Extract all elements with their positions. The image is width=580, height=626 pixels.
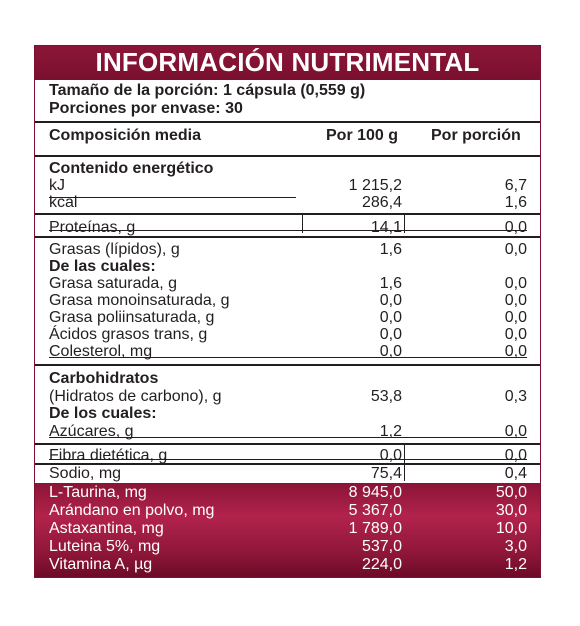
row-label: Proteínas, g — [49, 219, 136, 236]
row-label: kcal — [49, 194, 78, 211]
value-per-portion: 50,0 — [495, 484, 527, 501]
value-per-portion: 1,6 — [504, 194, 527, 211]
divider — [34, 236, 541, 238]
value-per-100g: 1 215,2 — [348, 177, 402, 194]
column-header-composition: Composición media — [49, 127, 202, 144]
value-per-portion: 0,3 — [504, 388, 527, 405]
value-per-portion: 0,0 — [504, 326, 527, 343]
table-row: Luteina 5%, mg 537,0 3,0 — [49, 538, 527, 556]
row-label: kJ — [49, 177, 65, 194]
divider — [34, 443, 541, 445]
divider — [34, 155, 541, 157]
table-row: Sodio, mg 75,4 0,4 — [49, 465, 527, 483]
value-per-100g: 1 789,0 — [348, 520, 402, 537]
row-label: Sodio, mg — [49, 465, 122, 482]
value-per-100g: 224,0 — [361, 556, 402, 573]
value-per-portion: 10,0 — [495, 520, 527, 537]
serving-size: Tamaño de la porción: 1 cápsula (0,559 g… — [49, 82, 366, 99]
divider — [34, 121, 541, 123]
rule — [49, 357, 527, 358]
table-row: kcal 286,4 1,6 — [49, 194, 527, 212]
table-row: (Hidratos de carbono), g 53,8 0,3 — [49, 388, 527, 406]
value-per-100g: 0,0 — [379, 343, 402, 360]
divider — [34, 213, 541, 215]
energy-heading: Contenido energético — [49, 160, 214, 177]
servings-per-container: Porciones por envase: 30 — [49, 100, 243, 117]
value-per-100g: 75,4 — [370, 465, 402, 482]
rule — [49, 459, 527, 460]
row-label: Grasa poliinsaturada, g — [49, 309, 215, 326]
value-per-100g: 537,0 — [361, 538, 402, 555]
table-row: Grasa monoinsaturada, g 0,0 0,0 — [49, 292, 527, 310]
value-per-portion: 0,0 — [504, 292, 527, 309]
value-per-100g: 14,1 — [370, 219, 402, 236]
value-per-portion: 0,0 — [504, 423, 527, 440]
value-per-portion: 0,0 — [504, 275, 527, 292]
value-per-100g: 0,0 — [379, 292, 402, 309]
value-per-100g: 5 367,0 — [348, 502, 402, 519]
table-row: Vitamina A, µg 224,0 1,2 — [49, 556, 527, 574]
rule — [49, 197, 296, 198]
row-label: Grasa monoinsaturada, g — [49, 292, 230, 309]
value-per-100g: 1,2 — [379, 423, 402, 440]
value-per-100g: 286,4 — [361, 194, 402, 211]
value-per-portion: 3,0 — [504, 538, 527, 555]
value-per-100g: 1,6 — [379, 275, 402, 292]
energy-heading-row: Contenido energético — [49, 160, 527, 178]
value-per-portion: 1,2 — [504, 556, 527, 573]
subheading-row: De los cuales: — [49, 405, 527, 423]
rule — [49, 437, 527, 438]
table-row: Grasa poliinsaturada, g 0,0 0,0 — [49, 309, 527, 327]
row-label: Grasas (lípidos), g — [49, 241, 180, 258]
table-row: Astaxantina, mg 1 789,0 10,0 — [49, 520, 527, 538]
subheading-row: De las cuales: — [49, 258, 527, 276]
row-label: Astaxantina, mg — [49, 520, 164, 537]
panel-title: INFORMACIÓN NUTRIMENTAL — [34, 45, 541, 80]
table-row: Colesterol, mg 0,0 0,0 — [49, 343, 527, 361]
value-per-portion: 0,0 — [504, 219, 527, 236]
column-divider — [404, 445, 405, 481]
value-per-portion: 0,4 — [504, 465, 527, 482]
column-divider — [404, 215, 405, 233]
row-label: (Hidratos de carbono), g — [49, 388, 222, 405]
column-divider — [302, 215, 303, 233]
column-header-per-portion: Por porción — [431, 127, 521, 144]
table-row: Arándano en polvo, mg 5 367,0 30,0 — [49, 502, 527, 520]
row-label: Grasa saturada, g — [49, 275, 178, 292]
value-per-portion: 6,7 — [504, 177, 527, 194]
value-per-100g: 1,6 — [379, 241, 402, 258]
value-per-portion: 0,0 — [504, 309, 527, 326]
row-label: Azúcares, g — [49, 423, 134, 440]
value-per-portion: 0,0 — [504, 343, 527, 360]
carbs-heading-row: Carbohidratos — [49, 370, 527, 388]
value-per-portion: 30,0 — [495, 502, 527, 519]
row-label: L-Taurina, mg — [49, 484, 147, 501]
divider — [34, 463, 541, 465]
row-label: Arándano en polvo, mg — [49, 502, 215, 519]
table-row: Proteínas, g 14,1 0,0 — [49, 219, 527, 237]
row-label: Ácidos grasos trans, g — [49, 326, 208, 343]
carbs-subheading: De los cuales: — [49, 405, 157, 422]
table-row: L-Taurina, mg 8 945,0 50,0 — [49, 484, 527, 502]
value-per-portion: 0,0 — [504, 241, 527, 258]
table-row: Ácidos grasos trans, g 0,0 0,0 — [49, 326, 527, 344]
value-per-100g: 0,0 — [379, 326, 402, 343]
row-label: Luteina 5%, mg — [49, 538, 161, 555]
carbs-heading: Carbohidratos — [49, 370, 159, 387]
row-label: Colesterol, mg — [49, 343, 153, 360]
table-row: Grasas (lípidos), g 1,6 0,0 — [49, 241, 527, 259]
fats-subheading: De las cuales: — [49, 258, 156, 275]
value-per-100g: 0,0 — [379, 309, 402, 326]
row-label: Vitamina A, µg — [49, 556, 153, 573]
divider — [34, 364, 541, 366]
table-row: kJ 1 215,2 6,7 — [49, 177, 527, 195]
value-per-100g: 53,8 — [370, 388, 402, 405]
column-header-per-100g: Por 100 g — [326, 127, 399, 144]
table-row: Azúcares, g 1,2 0,0 — [49, 423, 527, 441]
rule — [49, 230, 527, 231]
active-ingredients-band: L-Taurina, mg 8 945,0 50,0 Arándano en p… — [34, 483, 541, 578]
table-row: Grasa saturada, g 1,6 0,0 — [49, 275, 527, 293]
value-per-100g: 8 945,0 — [348, 484, 402, 501]
